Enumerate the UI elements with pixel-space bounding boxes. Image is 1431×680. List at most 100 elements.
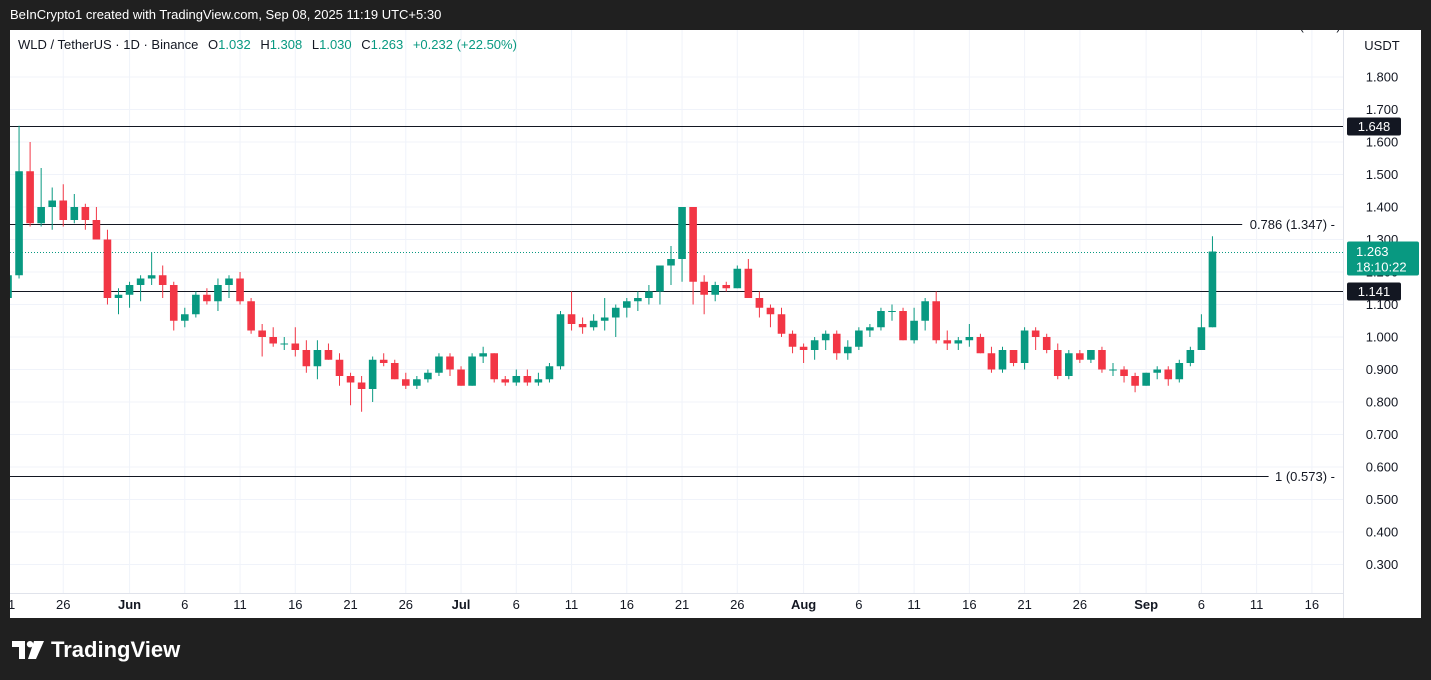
price-tick-label: 1.000 (1366, 330, 1399, 345)
time-tick-label: Jul (452, 597, 471, 612)
time-tick-label: 11 (565, 597, 579, 612)
candle-body-up (623, 301, 631, 308)
candle-body-up (1065, 353, 1073, 376)
candle-body-down (567, 314, 576, 324)
candle-body-down (59, 200, 68, 220)
candle-body-up (479, 353, 487, 357)
currency-label: USDT (1364, 38, 1399, 53)
candle-body-down (1009, 350, 1018, 363)
high-label: H (260, 37, 270, 52)
candle-body-up (888, 311, 896, 312)
candle-body-down (722, 285, 731, 289)
level-price-badge (1347, 282, 1401, 301)
candle-body-down (26, 171, 34, 224)
candle-body-down (203, 294, 211, 302)
credit-text: BeInCrypto1 created with TradingView.com… (10, 7, 442, 22)
price-tick-label: 0.600 (1366, 460, 1399, 475)
candle-body-down (578, 324, 587, 328)
candle-body-up (37, 207, 45, 224)
open-label: O (208, 37, 219, 52)
price-tick-label: 0.900 (1366, 362, 1399, 377)
candle-body-up (214, 285, 222, 302)
candle-body-up (634, 298, 642, 302)
time-tick-label: 26 (399, 597, 413, 612)
candle-body-up (15, 171, 23, 276)
candle-body-down (402, 379, 410, 386)
candle-body-up (368, 359, 377, 389)
level-price-badge-text: 1.648 (1358, 119, 1391, 134)
price-tick-label: 0.300 (1366, 557, 1399, 572)
candle-body-down (1053, 350, 1062, 376)
candle-body-up (589, 320, 598, 328)
price-tick-label: 1.400 (1366, 200, 1399, 215)
time-tick-label: 16 (1305, 597, 1319, 612)
candle-body-down (390, 363, 399, 380)
fib-0618-label: 0.618 (1.555) (1263, 30, 1340, 33)
candle-body-up (1153, 369, 1161, 373)
low-value: 1.030 (319, 37, 352, 52)
time-tick-label: Aug (791, 597, 816, 612)
candle-body-down (899, 311, 907, 341)
tradingview-brand[interactable]: TradingView (12, 637, 180, 663)
last-price-countdown: 18:10:22 (1356, 260, 1407, 275)
close-label: C (361, 37, 371, 52)
candle-body-up (645, 291, 653, 298)
price-tick-label: 0.800 (1366, 395, 1399, 410)
time-tick-label: Sep (1134, 597, 1158, 612)
candle-body-down (987, 353, 996, 370)
candle-body-up (921, 301, 929, 321)
price-tick-label: 1.500 (1366, 167, 1399, 182)
candle-body-up (1186, 350, 1195, 363)
candle-body-up (114, 294, 123, 298)
candle-body-down (103, 239, 112, 298)
candle-body-up (1208, 251, 1217, 328)
candle-body-up (225, 278, 233, 285)
time-tick-label: 21 (10, 597, 15, 612)
time-tick-label: 26 (56, 597, 70, 612)
candle-body-up (910, 320, 918, 341)
ohlc-legend: WLD / TetherUS · 1D · Binance O1.032 H1.… (18, 37, 517, 52)
candle-body-up (954, 340, 963, 344)
candle-body-up (70, 207, 79, 220)
candle-body-down (446, 356, 454, 370)
candle-body-down (346, 376, 355, 383)
candle-body-down (457, 369, 465, 386)
chart-panel[interactable]: 21 26 Jun 6 11 16 21 26 Jul 6 11 16 21 26 Aug 6 11 16 21 26… (10, 30, 1421, 618)
candle-body-down (689, 207, 697, 282)
candle-body-up (998, 350, 1007, 370)
price-tick-label: 1.100 (1366, 297, 1399, 312)
candle-body-down (379, 359, 388, 363)
candle-body-down (169, 285, 178, 321)
candle-body-up (125, 285, 134, 295)
time-tick-label: 21 (675, 597, 689, 612)
last-price-badge (1347, 241, 1419, 276)
price-tick-label: 1.800 (1366, 70, 1399, 85)
time-tick-label: 6 (513, 597, 520, 612)
time-tick-label: Jun (118, 597, 141, 612)
time-tick-label: 16 (962, 597, 976, 612)
candle-body-down (755, 298, 764, 308)
candle-body-down (932, 301, 940, 341)
tradingview-logo-icon (12, 641, 44, 659)
candle-body-up (534, 379, 543, 383)
candle-body-up (468, 356, 476, 386)
brand-name: TradingView (51, 637, 181, 662)
time-tick-label: 6 (855, 597, 862, 612)
symbol-title: WLD / TetherUS · 1D · Binance (18, 37, 199, 52)
high-value: 1.308 (269, 37, 303, 52)
candle-body-down (1131, 376, 1139, 386)
candle-body-down (943, 340, 952, 344)
change-value: +0.232 (+22.50%) (412, 37, 517, 52)
candle-body-up (424, 372, 432, 380)
price-chart[interactable]: 21 26 Jun 6 11 16 21 26 Jul 6 11 16 21 26 Aug 6 11 16 21 26… (10, 30, 1421, 618)
candle-body-up (965, 337, 974, 341)
candle-body-up (1142, 372, 1150, 386)
level-price-badge (1347, 117, 1401, 136)
candle-body-up (600, 317, 609, 321)
time-tick-label: 21 (1017, 597, 1031, 612)
candle-body-down (1042, 337, 1051, 350)
time-tick-label: 16 (288, 597, 302, 612)
candle-body-up (192, 294, 200, 315)
candle-body-up (1175, 363, 1184, 380)
candle-body-up (1109, 369, 1117, 371)
